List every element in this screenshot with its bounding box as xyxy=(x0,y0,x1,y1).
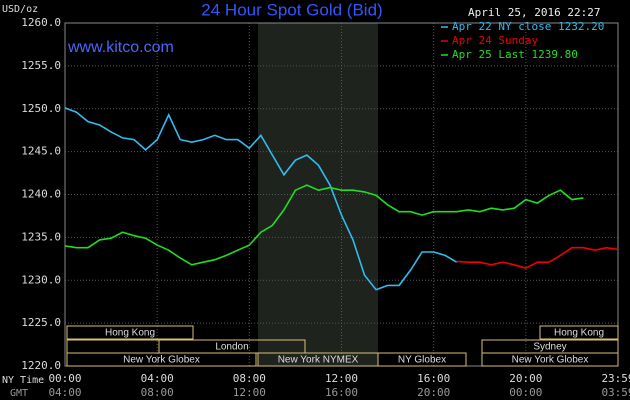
y-axis-label: USD/oz xyxy=(2,4,38,15)
y-tick-label: 1235.0 xyxy=(21,230,61,243)
y-tick-label: 1240.0 xyxy=(21,188,61,201)
chart-title: 24 Hour Spot Gold (Bid) xyxy=(201,0,382,19)
x-tick-label: 16:00 xyxy=(417,372,450,385)
series-line xyxy=(64,184,584,266)
series-line xyxy=(64,107,458,291)
legend-label: Apr 25 Last 1239.80 xyxy=(452,48,578,61)
y-tick-label: 1220.0 xyxy=(21,359,61,372)
series-line xyxy=(456,246,619,270)
session-box xyxy=(377,352,467,367)
x2-tick-label: 04:00 xyxy=(48,386,81,399)
y-tick-label: 1260.0 xyxy=(21,16,61,29)
x-tick-label: 20:00 xyxy=(509,372,542,385)
session-label: Hong Kong xyxy=(105,328,155,339)
session-label: London xyxy=(215,342,248,353)
x2-tick-label: 16:00 xyxy=(325,386,358,399)
y-tick-label: 1250.0 xyxy=(21,102,61,115)
x-tick-label: 00:00 xyxy=(48,372,81,385)
y-tick-label: 1245.0 xyxy=(21,145,61,158)
session-box xyxy=(539,325,619,340)
legend-label: Apr 24 Sunday xyxy=(452,34,538,47)
y-tick-label: 1225.0 xyxy=(21,316,61,329)
sessions: Hong Kong Hong Kong London Sydney New York G… xyxy=(66,325,619,367)
x-axis-label: NY Time xyxy=(2,375,44,386)
y-tick-label: 1230.0 xyxy=(21,273,61,286)
x-tick-label: 12:00 xyxy=(325,372,358,385)
session-label: NY Globex xyxy=(398,355,446,366)
x2-tick-label: 20:00 xyxy=(417,386,450,399)
session-label: Hong Kong xyxy=(554,328,604,339)
x2-tick-label: 03:59 xyxy=(601,386,630,399)
session-box xyxy=(481,352,619,367)
session-label: Sydney xyxy=(533,342,566,353)
x-tick-label: 08:00 xyxy=(233,372,266,385)
x2-tick-label: 12:00 xyxy=(233,386,266,399)
x2-tick-label: 08:00 xyxy=(141,386,174,399)
session-label: New York Globex xyxy=(512,355,589,366)
x2-tick-label: 00:00 xyxy=(509,386,542,399)
x-tick-label: 23:59 xyxy=(601,372,630,385)
x-tick-label: 04:00 xyxy=(141,372,174,385)
session-label: New York NYMEX xyxy=(278,355,359,366)
session-box xyxy=(66,325,194,340)
x2-axis-label: GMT xyxy=(10,388,28,399)
session-label: New York Globex xyxy=(123,355,200,366)
subtitle: www.kitco.com xyxy=(67,39,174,56)
session-box xyxy=(66,352,257,367)
y-tick-label: 1255.0 xyxy=(21,59,61,72)
timestamp: April 25, 2016 22:27 xyxy=(468,6,600,19)
legend-label: Apr 22 NY close 1232.20 xyxy=(452,20,604,33)
